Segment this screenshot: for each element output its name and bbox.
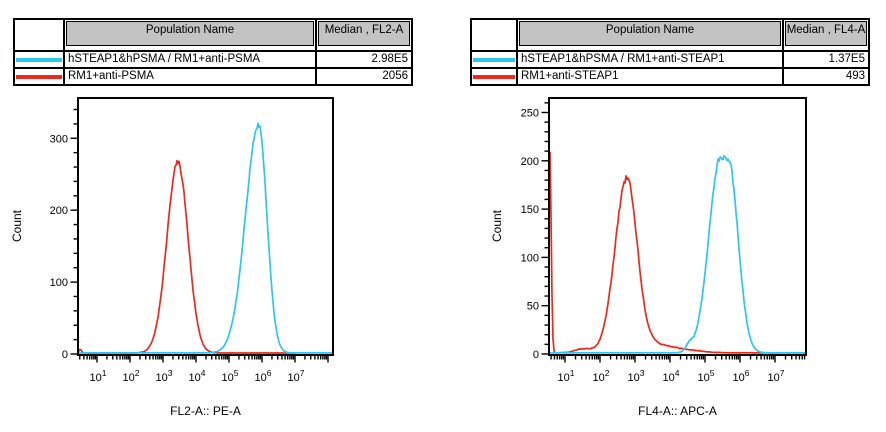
svg-text:103: 103 — [156, 368, 173, 384]
table-header-row: Population Name Median , FL2-A — [13, 18, 413, 52]
svg-text:200: 200 — [50, 205, 68, 217]
svg-text:102: 102 — [123, 368, 140, 384]
table-row: RM1+anti-STEAP1 493 — [470, 67, 870, 86]
svg-text:104: 104 — [189, 368, 206, 384]
svg-text:100: 100 — [521, 252, 539, 264]
swatch-cell — [470, 67, 518, 86]
svg-text:0: 0 — [62, 349, 68, 361]
population-table-fl4a: Population Name Median , FL4-A hSTEAP1&h… — [470, 18, 870, 86]
median-value: 1.37E5 — [782, 50, 870, 69]
median-value: 2056 — [315, 67, 413, 86]
svg-text:105: 105 — [222, 368, 239, 384]
column-header-population-name: Population Name — [66, 21, 314, 46]
curves-group — [550, 151, 805, 354]
svg-text:103: 103 — [628, 368, 645, 384]
table-row: hSTEAP1&hPSMA / RM1+anti-PSMA 2.98E5 — [13, 50, 413, 69]
svg-text:102: 102 — [593, 368, 610, 384]
column-header-population-name: Population Name — [519, 21, 781, 46]
svg-text:101: 101 — [558, 368, 575, 384]
table-corner-cell — [470, 18, 518, 52]
plot-frame — [548, 97, 807, 356]
svg-text:250: 250 — [521, 107, 539, 119]
svg-text:300: 300 — [50, 133, 68, 145]
svg-text:0: 0 — [533, 349, 539, 361]
x-axis-label-fl2a: FL2-A:: PE-A — [170, 404, 241, 418]
table-row: hSTEAP1&hPSMA / RM1+anti-STEAP1 1.37E5 — [470, 50, 870, 69]
table-row: RM1+anti-PSMA 2056 — [13, 67, 413, 86]
axis-ticks — [70, 108, 329, 363]
swatch-cell — [470, 50, 518, 69]
population-name: RM1+anti-PSMA — [63, 67, 317, 86]
axis-tick-labels: 101 102 103 104 105 106 107 0 100 200 300 — [50, 133, 305, 384]
column-header-median-fl2a: Median , FL2-A — [318, 21, 410, 46]
svg-text:105: 105 — [698, 368, 715, 384]
svg-text:200: 200 — [521, 156, 539, 168]
table-header-row: Population Name Median , FL4-A — [470, 18, 870, 52]
population-table-fl2a: Population Name Median , FL2-A hSTEAP1&h… — [13, 18, 413, 86]
axis-ticks — [541, 102, 806, 363]
population-name: hSTEAP1&hPSMA / RM1+anti-PSMA — [63, 50, 317, 69]
swatch-cell — [13, 67, 65, 86]
y-axis-label-count-right: Count — [490, 209, 504, 243]
svg-text:101: 101 — [90, 368, 107, 384]
y-axis-label-count-left: Count — [10, 209, 24, 243]
axis-tick-labels: 101 102 103 104 105 106 107 0 50 100 150 200 250 — [521, 107, 785, 384]
median-value: 493 — [782, 67, 870, 86]
series-swatch-cyan — [16, 57, 62, 62]
svg-text:106: 106 — [733, 368, 750, 384]
column-header-median-fl4a: Median , FL4-A — [785, 21, 867, 46]
median-value: 2.98E5 — [315, 50, 413, 69]
table-corner-cell — [13, 18, 65, 52]
x-axis-label-fl4a: FL4-A:: APC-A — [638, 404, 717, 418]
svg-text:107: 107 — [288, 368, 305, 384]
population-name: RM1+anti-STEAP1 — [516, 67, 784, 86]
series-swatch-cyan — [473, 57, 515, 62]
curves-group — [79, 122, 332, 354]
population-name: hSTEAP1&hPSMA / RM1+anti-STEAP1 — [516, 50, 784, 69]
svg-text:50: 50 — [527, 301, 539, 313]
svg-text:100: 100 — [50, 277, 68, 289]
histogram-curve-cyan — [79, 122, 332, 354]
series-swatch-red — [473, 74, 515, 79]
plot-frame — [77, 97, 334, 356]
svg-text:106: 106 — [255, 368, 272, 384]
series-swatch-red — [16, 74, 62, 79]
histogram-curve-red — [79, 159, 296, 354]
histogram-curve-cyan — [550, 154, 805, 354]
svg-text:107: 107 — [768, 368, 785, 384]
swatch-cell — [13, 50, 65, 69]
histogram-curve-red — [550, 151, 805, 354]
svg-text:104: 104 — [663, 368, 680, 384]
svg-text:150: 150 — [521, 204, 539, 216]
